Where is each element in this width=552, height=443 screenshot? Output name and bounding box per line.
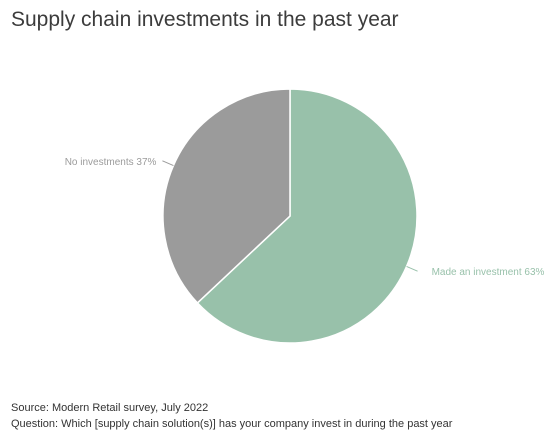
pie-labels: Made an investment 63% No investments 37%: [65, 157, 545, 278]
slice-label: No investments 37%: [65, 157, 157, 168]
leader-line: [162, 160, 174, 167]
chart-title: Supply chain investments in the past yea…: [11, 8, 399, 31]
pie-slices: [162, 88, 418, 344]
chart-footer: Source: Modern Retail survey, July 2022 …: [11, 400, 452, 432]
pie-leader-lines: [162, 160, 418, 272]
source-note: Source: Modern Retail survey, July 2022: [11, 402, 209, 414]
question-note: Question: Which [supply chain solution(s…: [11, 418, 453, 430]
pie-slice-no-investments: [162, 88, 291, 304]
leader-line: [406, 265, 418, 272]
slice-label: Made an investment 63%: [432, 267, 545, 278]
